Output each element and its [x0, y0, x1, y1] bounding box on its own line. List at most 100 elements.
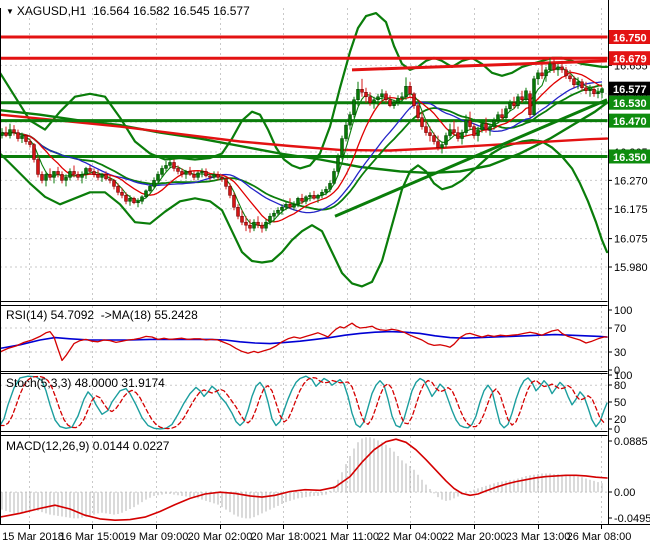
price-axis-label: 16.175: [614, 204, 648, 216]
candle-body-bearish: [592, 89, 596, 95]
candle-body-bullish: [348, 114, 352, 126]
indicator-axis-label: 20: [614, 414, 626, 426]
candle-body-bullish: [8, 129, 12, 136]
symbol-marker-icon: ▼: [6, 7, 14, 16]
candle-body-bullish: [600, 88, 604, 93]
candle-body-bearish: [300, 198, 304, 202]
candle-body-bullish: [160, 168, 164, 175]
candle-body-bullish: [136, 201, 140, 204]
candle-body-bearish: [4, 132, 8, 136]
bollinger-middle-band: [1, 84, 603, 211]
candle-body-bullish: [440, 144, 444, 148]
rsi-indicator-label: RSI(14) 54.7092 ->MA(18) 55.2428: [6, 308, 198, 322]
candle-body-bearish: [388, 99, 392, 106]
time-axis-label: 16 Mar 15:00: [60, 531, 125, 543]
candle-body-bearish: [220, 177, 224, 180]
indicator-axis-label: 30: [614, 347, 626, 359]
rising-support-trendline: [334, 98, 608, 218]
candle-body-bearish: [452, 129, 456, 133]
candle-body-bullish: [340, 138, 344, 157]
candle-body-bullish: [476, 129, 480, 136]
stoch-k-line: [0, 375, 608, 430]
candle-body-bearish: [24, 135, 28, 142]
candle-body-bullish: [156, 174, 160, 181]
candle-body-bearish: [360, 89, 364, 93]
time-axis-label: 21 Mar 11:00: [315, 531, 379, 543]
candle-body-bullish: [380, 93, 384, 97]
price-badge-label: 16.470: [613, 116, 647, 128]
bollinger-lower-band: [0, 139, 609, 288]
candle-body-bullish: [276, 209, 280, 214]
candle-body-bullish: [376, 96, 380, 100]
candle-body-bullish: [332, 171, 336, 184]
candle-body-bullish: [272, 212, 276, 217]
candle-body-bearish: [92, 171, 96, 175]
candle-body-bullish: [212, 174, 216, 178]
candle-body-bullish: [324, 189, 328, 193]
price-badge-green: [609, 113, 650, 128]
candle-body-bullish: [304, 196, 308, 202]
candle-body-bearish: [568, 75, 572, 80]
candle-body-bullish: [448, 129, 452, 136]
time-axis-label: 15 Mar 2018: [2, 531, 64, 543]
indicator-axis-label: 100: [614, 305, 632, 317]
candle-body-bearish: [88, 168, 92, 172]
candle-body-bearish: [112, 180, 116, 187]
stoch-indicator-label: Stoch(5,3,3) 48.0000 31.9174: [6, 376, 165, 390]
candle-body-bullish: [264, 221, 268, 229]
candle-body-bearish: [520, 96, 524, 100]
candle-body-bullish: [184, 171, 188, 175]
ohlc-readout: 16.564 16.582 16.545 16.577: [92, 4, 250, 18]
candle-body-bullish: [444, 135, 448, 145]
indicator-axis-label: 80: [614, 380, 626, 392]
candle-body-bearish: [12, 129, 16, 133]
candle-body-bearish: [584, 87, 588, 92]
candle-body-bullish: [356, 89, 360, 100]
candle-body-bearish: [468, 120, 472, 127]
rsi-line: [0, 322, 608, 362]
candle-body-bullish: [68, 171, 72, 178]
candle-body-bullish: [508, 102, 512, 109]
candle-body-bullish: [544, 69, 548, 77]
candle-body-bearish: [60, 174, 64, 181]
candle-body-bearish: [180, 171, 184, 175]
price-badge-label: 16.577: [613, 84, 647, 96]
candle-body-bearish: [368, 96, 372, 103]
candle-body-bearish: [580, 81, 584, 89]
candle-body-bearish: [248, 224, 252, 229]
price-badge-red: [609, 51, 650, 66]
chart-title: ▼ XAGUSD,H1 16.564 16.582 16.545 16.577: [6, 5, 250, 18]
candle-body-bearish: [16, 132, 20, 139]
price-badge-label: 16.350: [613, 152, 647, 164]
macd-signal-line: [0, 438, 608, 521]
candle-body-bearish: [40, 174, 44, 181]
price-badge-label: 16.530: [613, 98, 647, 110]
indicator-axis-label: 70: [614, 323, 626, 335]
candle-body-bullish: [536, 72, 540, 80]
price-axis-label: 16.075: [614, 234, 648, 246]
candle-body-bearish: [500, 114, 504, 118]
candle-body-bullish: [556, 66, 560, 71]
candle-body-bullish: [64, 177, 68, 181]
candle-body-bearish: [384, 93, 388, 100]
candle-body-bearish: [408, 86, 412, 95]
time-axis-label: 22 Mar 20:00: [442, 531, 507, 543]
symbol-period-label: XAGUSD,H1: [16, 4, 87, 18]
candle-body-bullish: [268, 215, 272, 223]
candle-body-bullish: [404, 86, 408, 97]
rsi-ma-line: [0, 330, 608, 350]
candle-body-bearish: [116, 186, 120, 193]
candle-body-bearish: [232, 195, 236, 208]
candle-body-bearish: [540, 72, 544, 77]
candle-body-bullish: [308, 195, 312, 198]
upper-resistance-trendline: [351, 59, 608, 72]
candle-body-bearish: [424, 126, 428, 133]
candle-body-bullish: [352, 99, 356, 115]
candle-body-bearish: [124, 195, 128, 202]
candle-body-bullish: [516, 96, 520, 106]
candle-body-bullish: [284, 204, 288, 208]
candle-body-bullish: [464, 120, 468, 133]
candle-body-bearish: [120, 192, 124, 196]
